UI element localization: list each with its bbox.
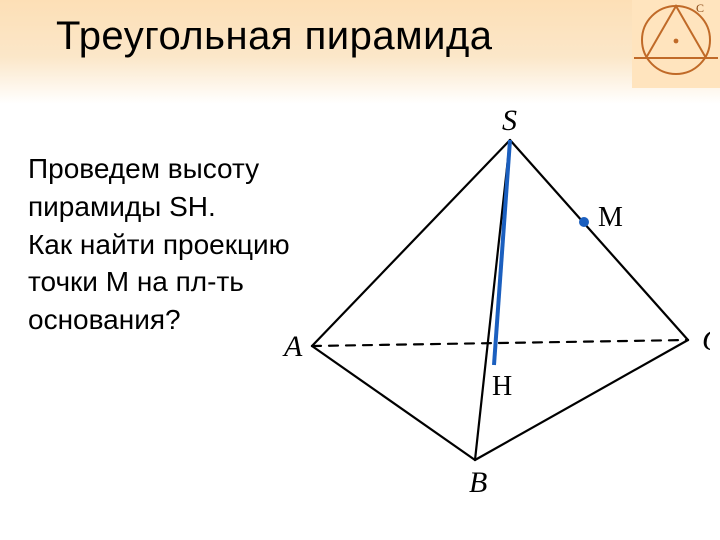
svg-text:M: M <box>598 202 623 233</box>
svg-text:B: B <box>469 466 487 499</box>
body-text: Проведем высоту пирамиды SH. Как найти п… <box>28 150 290 339</box>
corner-svg: C <box>632 0 720 88</box>
slide-title: Треугольная пирамида <box>56 14 493 59</box>
corner-decoration: C <box>632 0 720 88</box>
svg-text:H: H <box>492 371 512 402</box>
svg-text:A: A <box>282 330 303 363</box>
pyramid-figure: S A B C H M <box>280 100 710 510</box>
svg-text:C: C <box>696 1 704 15</box>
pyramid-svg: S A B C H M <box>280 100 710 510</box>
svg-text:C: C <box>702 324 710 357</box>
svg-text:S: S <box>502 104 517 137</box>
